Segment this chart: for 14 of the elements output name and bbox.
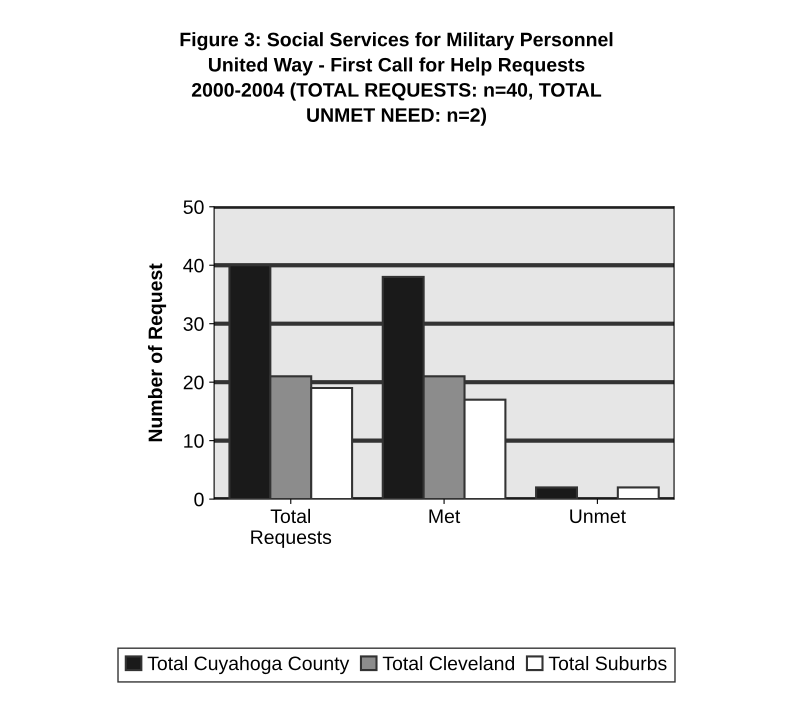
- y-tick-label: 30: [184, 317, 204, 331]
- x-tick-label: Total Requests: [251, 508, 332, 548]
- y-tick-label: 50: [184, 200, 204, 214]
- x-tick-label: Met: [429, 510, 460, 524]
- y-axis-title: Number of Request: [148, 264, 166, 442]
- y-tick-label: 10: [184, 434, 204, 448]
- chart-title: Figure 3: Social Services for Military Personnel United Way - First Call for Help Requests 2000-2004 (TOTAL REQUESTS: n=40, TOTAL UNMET NEED: n=2): [180, 32, 612, 126]
- y-tick-label: 40: [183, 258, 204, 272]
- y-tick-label: 20: [184, 376, 204, 390]
- legend-label: Total Cleveland: [382, 656, 514, 670]
- legend-label: Total Cuyahoga County: [148, 656, 350, 674]
- legend-label: Total Suburbs: [548, 656, 667, 670]
- x-tick-label: Unmet: [570, 510, 626, 524]
- y-tick-label: 0: [194, 492, 204, 506]
